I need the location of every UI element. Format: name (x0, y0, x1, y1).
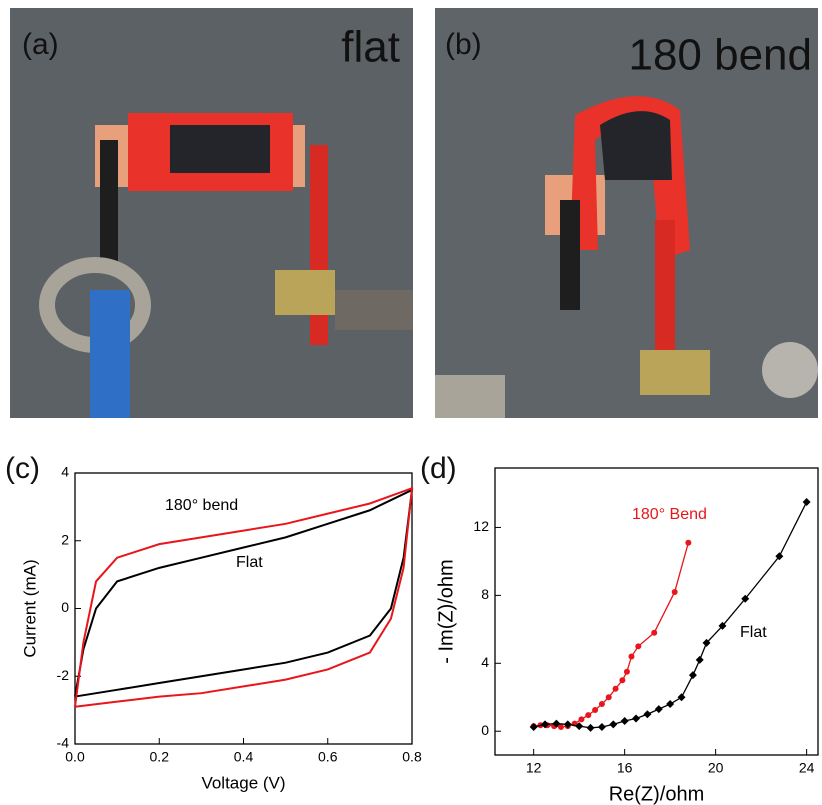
carbon-cloth (600, 111, 672, 180)
black-clip (560, 200, 580, 310)
data-point (666, 700, 675, 709)
data-point (741, 594, 750, 603)
data-point (597, 722, 606, 731)
data-point (585, 712, 592, 719)
y-axis-label: Current (mA) (20, 559, 39, 657)
x-tick-label: 0.8 (402, 749, 422, 765)
x-tick-label: 0.2 (150, 749, 170, 765)
annotation: 180° Bend (632, 506, 707, 523)
x-tick-label: 24 (799, 760, 815, 776)
photo-flat (10, 8, 413, 418)
x-tick-label: 12 (526, 760, 542, 776)
data-point (802, 497, 811, 506)
annotation: Flat (236, 554, 263, 571)
y-tick-label: -2 (57, 667, 70, 683)
y-tick-label: 2 (61, 531, 69, 547)
data-point (563, 720, 572, 729)
data-point (578, 716, 585, 723)
x-axis-label: Voltage (V) (201, 773, 285, 792)
series-line (74, 488, 414, 698)
photo-background (435, 8, 818, 418)
x-axis-label: Re(Z)/ohm (609, 783, 705, 805)
bolt (762, 342, 818, 398)
y-tick-label: 8 (481, 586, 489, 602)
data-point (688, 671, 697, 680)
data-point (702, 638, 711, 647)
blue-cable (90, 290, 130, 418)
x-tick-label: 20 (708, 760, 724, 776)
data-point (718, 621, 727, 630)
panel-label: (a) (22, 28, 59, 61)
data-point (654, 705, 663, 714)
data-point (635, 643, 642, 650)
series-line (74, 486, 414, 708)
y-tick-label: -4 (57, 735, 70, 751)
brass-connector (275, 270, 335, 315)
x-tick-label: 16 (617, 760, 633, 776)
panel-label: (c) (5, 452, 40, 485)
data-point (529, 722, 538, 731)
data-point (541, 720, 550, 729)
photo-caption: 180 bend (628, 31, 812, 80)
panel-label: (d) (420, 452, 457, 485)
data-point (677, 693, 686, 702)
data-point (632, 714, 641, 723)
series-line (533, 542, 689, 728)
data-point (628, 653, 635, 660)
data-point (671, 588, 678, 595)
data-point (623, 668, 630, 675)
data-point (575, 722, 584, 731)
data-point (619, 677, 626, 684)
red-clip (655, 220, 675, 380)
clamp (335, 290, 413, 330)
y-tick-label: 12 (473, 518, 489, 534)
shackle (435, 375, 505, 418)
annotation: 180° bend (165, 497, 238, 514)
black-clip (100, 140, 118, 270)
data-point (605, 694, 612, 701)
plot-frame (494, 467, 819, 756)
data-point (620, 717, 629, 726)
data-point (775, 552, 784, 561)
panel-label: (b) (445, 28, 482, 61)
data-point (592, 706, 599, 713)
x-tick-label: 0.0 (65, 749, 85, 765)
y-axis-label: - Im(Z)/ohm (435, 559, 457, 663)
photo-caption: flat (341, 23, 400, 72)
data-point (609, 720, 618, 729)
y-tick-label: 4 (481, 654, 489, 670)
data-point (586, 723, 595, 732)
data-point (612, 685, 619, 692)
data-point (685, 539, 692, 546)
data-point (643, 710, 652, 719)
x-tick-label: 0.6 (318, 749, 338, 765)
data-point (695, 655, 704, 664)
data-point (651, 629, 658, 636)
y-tick-label: 0 (481, 722, 489, 738)
series-line (533, 501, 808, 729)
y-tick-label: 0 (61, 599, 69, 615)
data-point (557, 723, 564, 730)
annotation: Flat (740, 624, 767, 641)
x-tick-label: 0.4 (234, 749, 254, 765)
y-tick-label: 4 (61, 464, 69, 480)
carbon-cloth (170, 125, 270, 173)
brass-connector (640, 350, 710, 395)
photo-bent (435, 8, 818, 418)
data-point (552, 719, 561, 728)
data-point (598, 701, 605, 708)
